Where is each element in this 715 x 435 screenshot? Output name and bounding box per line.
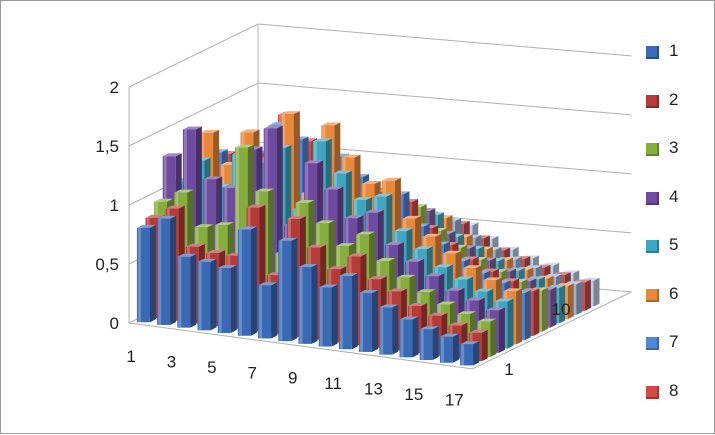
bar [439, 333, 459, 363]
bar [338, 273, 358, 350]
legend-label: 1 [669, 41, 679, 60]
legend-item: 5 [646, 235, 706, 284]
bar [460, 341, 480, 366]
x-tick-label: 3 [167, 352, 176, 371]
x-tick-label: 9 [288, 369, 297, 388]
legend-item: 1 [646, 41, 706, 90]
z-tick-label: 0,5 [95, 255, 119, 274]
legend-item: 3 [646, 138, 706, 187]
bar [318, 284, 338, 347]
bar [237, 226, 257, 336]
bar [157, 215, 177, 325]
x-tick-label: 17 [445, 390, 464, 409]
floor-edge [128, 291, 632, 370]
legend-swatch [646, 46, 659, 59]
legend-swatch [646, 143, 659, 156]
z-tick-label: 2 [110, 78, 119, 97]
bar [136, 224, 156, 323]
depth-tick-label: 1 [504, 360, 513, 379]
legend-swatch [646, 385, 659, 399]
chart-legend: 1 2 3 4 5 6 7 8 [646, 41, 706, 429]
z-tick-label: 0 [110, 314, 119, 333]
z-tick-label: 1 [110, 196, 119, 215]
bar [177, 253, 197, 328]
bar [197, 258, 217, 331]
legend-swatch [646, 337, 659, 350]
x-tick-label: 1 [126, 347, 135, 366]
bar [217, 265, 237, 334]
depth-tick-label: 10 [552, 300, 571, 319]
bar [359, 289, 379, 352]
legend-label: 6 [669, 283, 679, 303]
legend-label: 3 [669, 138, 679, 157]
legend-item: 2 [646, 90, 706, 139]
gridline [128, 23, 632, 88]
legend-item: 8 [646, 381, 706, 430]
x-tick-label: 11 [324, 374, 342, 393]
bar [399, 316, 419, 358]
x-tick-label: 5 [207, 358, 216, 377]
legend-swatch [646, 240, 659, 253]
bar [298, 264, 318, 344]
legend-swatch [646, 288, 659, 302]
x-tick-label: 15 [404, 385, 423, 404]
legend-label: 5 [669, 235, 679, 254]
x-tick-label: 7 [248, 363, 257, 382]
bar [258, 282, 278, 339]
x-tick-label: 13 [364, 379, 383, 398]
legend-item: 6 [646, 284, 706, 333]
legend-label: 7 [669, 332, 679, 351]
legend-item: 4 [646, 187, 706, 236]
bar [278, 237, 298, 342]
z-tick-label: 1,5 [95, 137, 119, 156]
legend-swatch [646, 191, 659, 205]
legend-swatch [646, 94, 659, 108]
chart-bars [136, 111, 600, 366]
legend-label: 8 [669, 380, 679, 400]
legend-label: 4 [669, 186, 679, 206]
legend-label: 2 [669, 89, 679, 109]
bar [379, 304, 399, 355]
bar [419, 326, 439, 361]
legend-item: 7 [646, 332, 706, 381]
